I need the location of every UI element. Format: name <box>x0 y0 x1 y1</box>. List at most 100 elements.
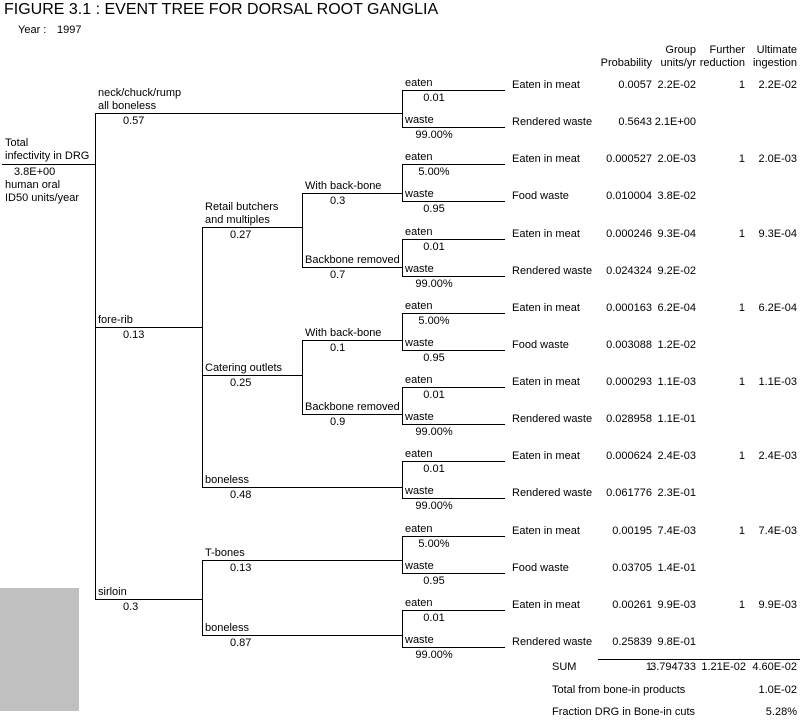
fraction-drg-label: Fraction DRG in Bone-in cuts <box>552 706 696 718</box>
sirloin-vertical-line <box>202 560 203 636</box>
leaf-branch-fraction: 0.01 <box>423 241 445 253</box>
branch-label-fore-rib-boneless: boneless <box>205 474 250 486</box>
leaf-branch-fraction: 0.01 <box>423 463 445 475</box>
further-reduction-value: 1 <box>738 302 745 314</box>
outcome-label: Food waste <box>512 339 569 351</box>
group-units-value: 2.1E+00 <box>654 116 696 128</box>
probability-value: 0.0057 <box>618 79 652 91</box>
branch-line-retail-with-backbone <box>302 193 402 194</box>
leaf-line <box>402 536 505 537</box>
probability-value: 0.028958 <box>606 413 652 425</box>
branch-label-sirloin: sirloin <box>98 586 127 598</box>
outcome-label: Rendered waste <box>512 265 593 277</box>
leaf-branch-label: eaten <box>405 300 433 312</box>
leaf-branch-label: waste <box>405 634 434 646</box>
branch-probability-sirloin: 0.3 <box>123 601 139 613</box>
probability-value: 0.000246 <box>606 228 652 240</box>
probability-value: 0.000293 <box>606 376 652 388</box>
outcome-label: Eaten in meat <box>512 525 580 537</box>
group-units-value: 7.4E-03 <box>657 525 696 537</box>
leaf-line <box>402 610 505 611</box>
total-bonein-value: 1.0E-02 <box>758 684 797 696</box>
branch-label-fore-rib: fore-rib <box>98 314 133 326</box>
fraction-drg-value: 5.28% <box>765 706 797 718</box>
branch-line-catering-with-backbone <box>302 340 402 341</box>
branch-line-catering-backbone-removed <box>302 414 402 415</box>
group-units-value: 9.9E-03 <box>657 599 696 611</box>
leaf-bracket <box>402 387 403 425</box>
leaf-branch-fraction: 5.00% <box>418 315 450 327</box>
branch-line-sirloin-boneless <box>202 635 402 636</box>
probability-value: 0.024324 <box>606 265 652 277</box>
column-header-group-units: Group units/yr <box>660 44 696 69</box>
catering-vertical-line <box>302 340 303 415</box>
leaf-branch-label: waste <box>405 188 434 200</box>
leaf-branch-label: waste <box>405 114 434 126</box>
outcome-label: Rendered waste <box>512 636 593 648</box>
branch-line-t-bones <box>202 560 402 561</box>
figure-title: FIGURE 3.1 : EVENT TREE FOR DORSAL ROOT … <box>4 1 439 18</box>
leaf-bracket <box>402 164 403 202</box>
leaf-branch-fraction: 0.95 <box>423 352 445 364</box>
group-units-value: 2.0E-03 <box>657 153 696 165</box>
branch-label-sirloin-boneless: boneless <box>205 622 250 634</box>
leaf-branch-fraction: 0.01 <box>423 389 445 401</box>
sum-ultimate-ingestion-value: 4.60E-02 <box>752 661 797 673</box>
outcome-label: Food waste <box>512 562 569 574</box>
fore-rib-vertical-line <box>202 227 203 488</box>
ultimate-ingestion-value: 1.1E-03 <box>758 376 797 388</box>
leaf-line <box>402 350 505 351</box>
further-reduction-value: 1 <box>738 79 745 91</box>
leaf-line <box>402 647 505 648</box>
branch-line-fore-rib <box>95 327 202 328</box>
ultimate-ingestion-value: 9.9E-03 <box>758 599 797 611</box>
column-header-further-reduction: Further reduction <box>699 44 745 69</box>
leaf-line <box>402 498 505 499</box>
leaf-branch-label: waste <box>405 485 434 497</box>
outcome-label: Eaten in meat <box>512 79 580 91</box>
branch-line-catering-outlets <box>202 375 302 376</box>
leaf-branch-label: waste <box>405 560 434 572</box>
leaf-branch-fraction: 5.00% <box>418 166 450 178</box>
branch-probability-catering-outlets: 0.25 <box>230 377 252 389</box>
leaf-branch-label: eaten <box>405 448 433 460</box>
probability-value: 0.000163 <box>606 302 652 314</box>
leaf-branch-label: waste <box>405 337 434 349</box>
group-units-value: 2.3E-01 <box>657 487 696 499</box>
ultimate-ingestion-value: 9.3E-04 <box>758 228 797 240</box>
ultimate-ingestion-value: 7.4E-03 <box>758 525 797 537</box>
root-value: 3.8E+00 <box>14 166 56 178</box>
leaf-branch-fraction: 99.00% <box>415 649 453 661</box>
branch-probability-catering-backbone-removed: 0.9 <box>330 416 346 428</box>
leaf-line <box>402 573 505 574</box>
branch-line-sirloin <box>95 599 202 600</box>
branch-probability-fore-rib-boneless: 0.48 <box>230 489 252 501</box>
leaf-bracket <box>402 239 403 277</box>
branch-probability-retail-backbone-removed: 0.7 <box>330 269 346 281</box>
outcome-label: Eaten in meat <box>512 302 580 314</box>
column-header-ultimate-ingestion: Ultimate ingestion <box>752 44 797 69</box>
branch-label-retail-butchers: Retail butchers and multiples <box>205 201 279 226</box>
outcome-label: Eaten in meat <box>512 450 580 462</box>
probability-value: 0.03705 <box>612 562 652 574</box>
root-unit-line2: ID50 units/year <box>5 192 79 204</box>
branch-label-neck-chuck-rump: neck/chuck/rump all boneless <box>98 87 182 112</box>
probability-value: 0.000527 <box>606 153 652 165</box>
outcome-label: Eaten in meat <box>512 376 580 388</box>
branch-line-retail-butchers <box>202 227 302 228</box>
root-connector-line <box>2 164 95 165</box>
outcome-label: Food waste <box>512 190 569 202</box>
leaf-line <box>402 313 505 314</box>
probability-value: 0.00195 <box>612 525 652 537</box>
leaf-branch-fraction: 99.00% <box>415 500 453 512</box>
branch-line-neck-chuck-rump <box>95 113 402 114</box>
group-units-value: 9.8E-01 <box>657 636 696 648</box>
leaf-line <box>402 90 505 91</box>
branch-probability-retail-butchers: 0.27 <box>230 229 252 241</box>
leaf-branch-label: eaten <box>405 597 433 609</box>
leaf-line <box>402 239 505 240</box>
further-reduction-value: 1 <box>738 228 745 240</box>
leaf-branch-fraction: 0.01 <box>423 92 445 104</box>
probability-value: 0.000624 <box>606 450 652 462</box>
